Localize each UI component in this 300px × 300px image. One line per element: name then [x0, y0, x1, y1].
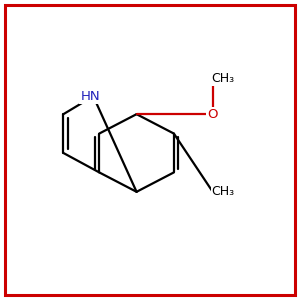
Text: CH₃: CH₃	[212, 185, 235, 198]
Text: HN: HN	[80, 90, 100, 103]
Text: O: O	[208, 108, 218, 121]
Text: CH₃: CH₃	[212, 72, 235, 85]
